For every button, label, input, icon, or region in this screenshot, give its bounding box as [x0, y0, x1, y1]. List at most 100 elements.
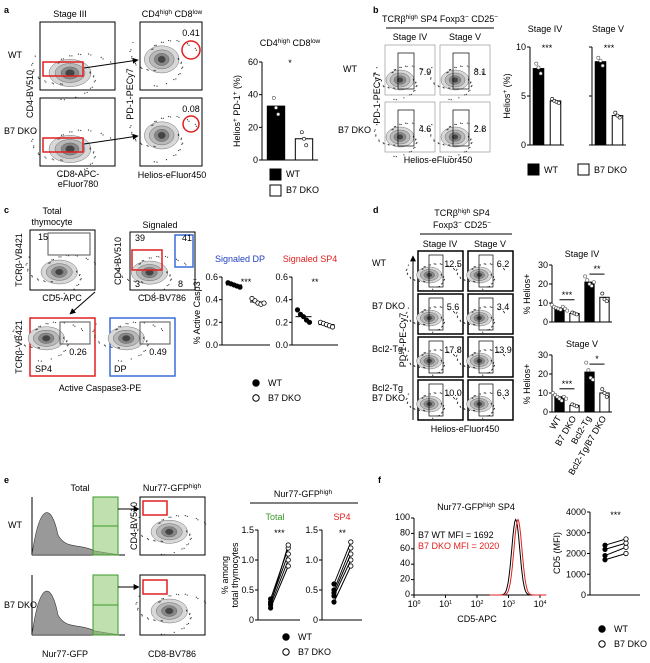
event-dot	[449, 144, 451, 146]
y-tick-label: 0	[249, 615, 254, 625]
event-dot	[116, 263, 118, 265]
event-dot	[468, 90, 470, 92]
data-point	[613, 110, 618, 115]
legend-label: WT	[614, 624, 628, 634]
label: 15	[38, 232, 48, 242]
event-dot	[456, 401, 459, 403]
event-dot	[433, 263, 435, 265]
event-dot	[479, 393, 481, 395]
event-dot	[146, 144, 148, 147]
text-part: high	[278, 38, 291, 45]
significance: *	[288, 58, 292, 68]
event-dot	[120, 360, 122, 362]
event-dot	[403, 97, 405, 99]
event-dot	[51, 82, 53, 84]
text-part: Helios	[232, 122, 242, 148]
event-dot	[141, 67, 143, 70]
event-dot	[80, 129, 82, 132]
flow-plot	[29, 317, 96, 377]
event-dot	[491, 263, 493, 265]
event-dot	[89, 148, 91, 150]
y-tick-label: 20	[538, 369, 548, 379]
event-dot	[141, 294, 143, 296]
event-dot	[497, 394, 499, 396]
event-dot	[439, 349, 441, 351]
event-dot	[433, 306, 435, 308]
event-dot	[409, 94, 411, 96]
event-dot	[153, 539, 155, 541]
event-dot	[87, 258, 89, 261]
event-dot	[43, 280, 45, 282]
data-point	[583, 274, 588, 279]
event-dot	[453, 355, 455, 357]
event-dot	[117, 360, 120, 362]
event-dot	[89, 72, 91, 74]
label: TCRβhigh SP4 Foxp3− CD25−	[382, 14, 498, 24]
event-dot	[407, 393, 410, 395]
event-dot	[464, 151, 466, 153]
event-dot	[475, 419, 477, 421]
pair-line	[604, 538, 627, 546]
gate	[139, 321, 171, 345]
event-dot	[178, 73, 180, 76]
text-part: low	[193, 9, 203, 16]
event-dot	[391, 129, 393, 131]
event-dot	[446, 72, 448, 74]
label: 41	[182, 233, 192, 243]
event-dot	[387, 86, 389, 88]
panel-label: f	[378, 475, 382, 485]
event-dot	[194, 47, 196, 49]
event-dot	[156, 161, 158, 163]
event-dot	[450, 99, 452, 101]
pair-line	[333, 553, 352, 594]
event-dot	[393, 144, 395, 146]
y-tick-label: 1000	[566, 569, 586, 579]
event-dot	[432, 417, 434, 419]
event-dot	[182, 142, 184, 144]
event-dot	[63, 175, 65, 177]
label: Signaled	[142, 220, 177, 230]
event-dot	[28, 256, 30, 258]
event-dot	[475, 67, 477, 70]
event-dot	[460, 320, 462, 322]
legend-label: B7 DKO	[614, 639, 647, 649]
event-dot	[148, 257, 150, 259]
event-dot	[439, 263, 441, 265]
event-dot	[410, 93, 413, 95]
event-dot	[188, 120, 190, 122]
event-dot	[491, 306, 493, 308]
event-dot	[424, 352, 426, 354]
event-dot	[410, 320, 412, 322]
event-dot	[475, 376, 477, 378]
event-dot	[146, 345, 148, 347]
event-dot	[476, 68, 478, 71]
label: 0.26	[69, 347, 87, 357]
y-tick-label: 5	[521, 91, 526, 101]
event-dot	[44, 280, 46, 283]
event-dot	[169, 40, 172, 42]
event-dot	[49, 262, 51, 264]
event-dot	[125, 323, 127, 325]
y-tick-label: 0	[543, 317, 548, 327]
event-dot	[423, 332, 425, 335]
event-dot	[173, 631, 175, 633]
event-dot	[47, 323, 49, 325]
label: 3	[135, 279, 140, 289]
density-contour	[165, 607, 174, 615]
event-dot	[456, 359, 459, 361]
event-dot	[457, 264, 460, 266]
event-dot	[23, 344, 26, 346]
event-dot	[33, 145, 35, 147]
event-dot	[464, 279, 466, 281]
flow-plot	[417, 293, 464, 335]
event-dot	[483, 349, 485, 351]
event-dot	[86, 91, 88, 94]
event-dot	[130, 358, 132, 360]
event-dot	[435, 263, 437, 265]
event-dot	[140, 281, 143, 283]
gate	[42, 61, 84, 77]
event-dot	[37, 152, 39, 154]
event-dot	[473, 352, 475, 354]
text-part: % Active Casp3	[192, 281, 202, 344]
event-dot	[458, 97, 460, 99]
